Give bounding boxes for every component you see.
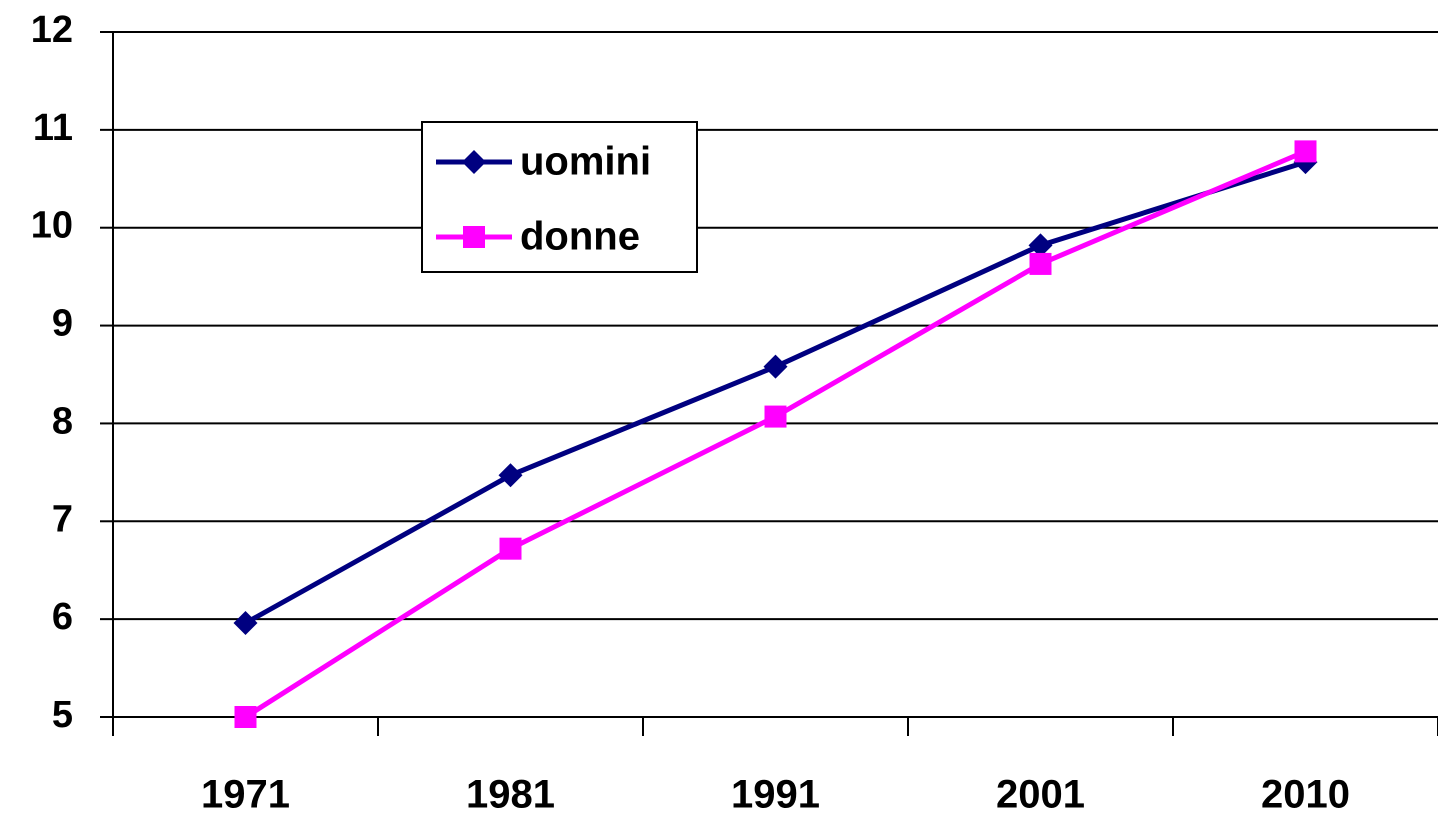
data-point [499,537,522,560]
y-tick-label: 12 [31,9,73,51]
legend-marker [462,150,486,174]
x-tick-label: 2001 [996,773,1085,817]
y-tick-label: 5 [52,694,73,736]
legend: uomini donne [421,121,698,273]
data-point [764,405,787,428]
data-point [763,354,788,379]
y-tick-label: 11 [33,107,73,149]
data-point [1294,140,1317,163]
x-tick-label: 1971 [201,773,290,817]
legend-marker [463,226,485,248]
y-tick-label: 10 [31,205,73,247]
x-tick-label: 2010 [1261,773,1350,817]
y-tick-label: 8 [52,400,73,442]
y-tick-label: 6 [52,596,73,638]
x-tick-label: 1991 [731,773,820,817]
y-tick-label: 9 [52,303,73,345]
data-point [233,611,258,636]
legend-label: donne [520,215,640,259]
x-tick-label: 1981 [466,773,555,817]
legend-label: uomini [520,140,651,184]
y-tick-label: 7 [52,498,73,540]
data-point [1028,233,1053,258]
data-point [1029,252,1052,275]
data-point [498,463,523,488]
data-point [234,706,257,728]
